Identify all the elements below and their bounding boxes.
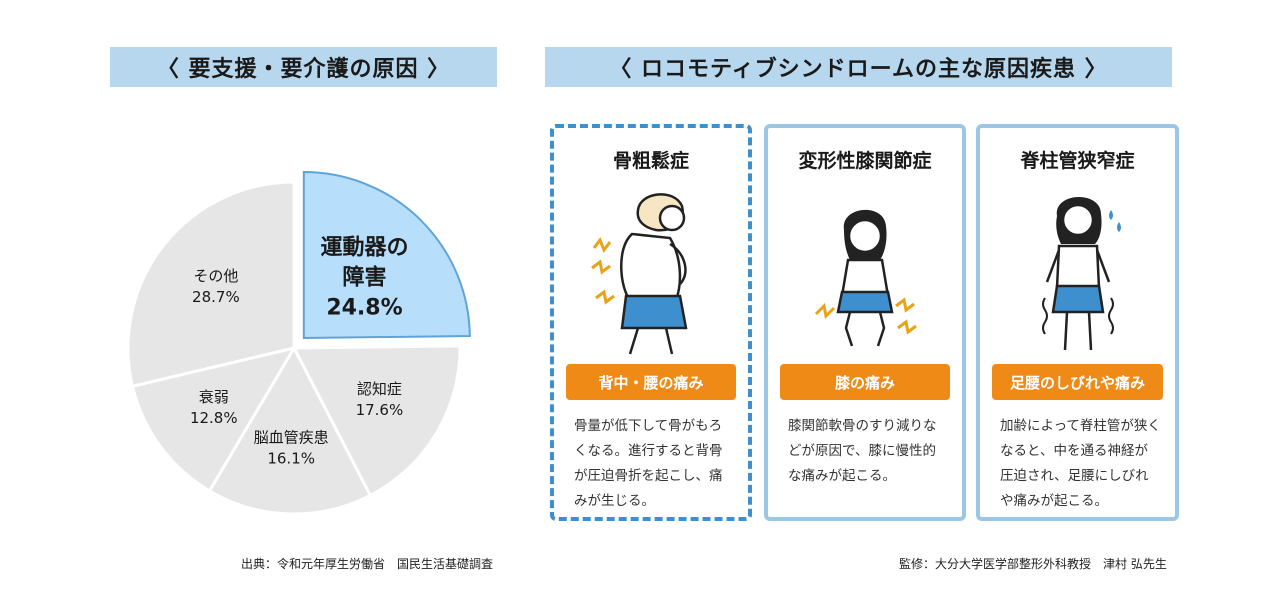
card-title: 骨粗鬆症: [612, 150, 689, 172]
slice-value-label: 17.6%: [356, 401, 404, 419]
pie-slice: [207, 344, 373, 516]
slice-category-label: 障害: [342, 264, 386, 290]
pie-slice: [130, 345, 298, 493]
slice-category-label: 運動器の: [320, 235, 408, 260]
disease-card-knee-osteoarthritis: 変形性膝関節症 膝の痛み 膝関節軟骨のすり減りなどが原因で、膝に慢性的な痛みが起…: [764, 124, 966, 521]
source-citation: 出典：令和元年厚生労働省 国民生活基礎調査: [241, 557, 494, 571]
slice-category-label: その他: [193, 267, 238, 285]
symptom-tag: 背中・腰の痛み: [566, 364, 736, 400]
slice-category-label: 脳血管疾患: [254, 428, 329, 446]
slice-category-label: 衰弱: [199, 388, 229, 406]
supervision-credit: 監修：大分大学医学部整形外科教授 津村 弘先生: [899, 557, 1167, 571]
slice-value-label: 28.7%: [192, 288, 240, 306]
card-description: 骨量が低下して骨がもろくなる。進行すると背骨が圧迫骨折を起こし、痛みが生じる。: [574, 418, 723, 509]
numb-legs-woman-illustration: [980, 188, 1175, 358]
slice-value-label: 12.8%: [190, 409, 238, 427]
pie-slice: [291, 344, 462, 498]
disease-card-osteoporosis: 骨粗鬆症 背中・腰の痛み 骨量が低下して骨がもろくなる。進行すると背骨が圧迫骨折…: [550, 124, 752, 521]
slice-value-label: 24.8%: [326, 295, 402, 320]
pie-slice: [126, 180, 296, 389]
right-title-banner: 〈 ロコモティブシンドロームの主な原因疾患 〉: [545, 47, 1172, 87]
slice-category-label: 認知症: [357, 380, 402, 398]
right-title: 〈 ロコモティブシンドロームの主な原因疾患 〉: [609, 57, 1108, 82]
left-title: 〈 要支援・要介護の原因 〉: [156, 57, 451, 82]
card-description: 加齢によって脊柱管が狭くなると、中を通る神経が圧迫され、足腰にしびれや痛みが起こ…: [1000, 418, 1161, 509]
slice-value-label: 16.1%: [267, 449, 315, 467]
symptom-tag: 足腰のしびれや痛み: [992, 364, 1163, 400]
card-title: 脊柱管狭窄症: [1020, 150, 1135, 172]
card-title: 変形性膝関節症: [798, 150, 932, 172]
card-description: 膝関節軟骨のすり減りなどが原因で、膝に慢性的な痛みが起こる。: [788, 418, 937, 484]
pie-slice: [302, 171, 471, 340]
knee-pain-woman-illustration: [768, 188, 962, 358]
symptom-tag: 膝の痛み: [780, 364, 950, 400]
disease-card-spinal-stenosis: 脊柱管狭窄症 足腰のしびれや痛み 加齢によって脊柱管が狭くなると、中を通る神経が: [976, 124, 1179, 521]
left-title-banner: 〈 要支援・要介護の原因 〉: [110, 47, 497, 87]
bent-back-woman-illustration: [554, 188, 748, 358]
